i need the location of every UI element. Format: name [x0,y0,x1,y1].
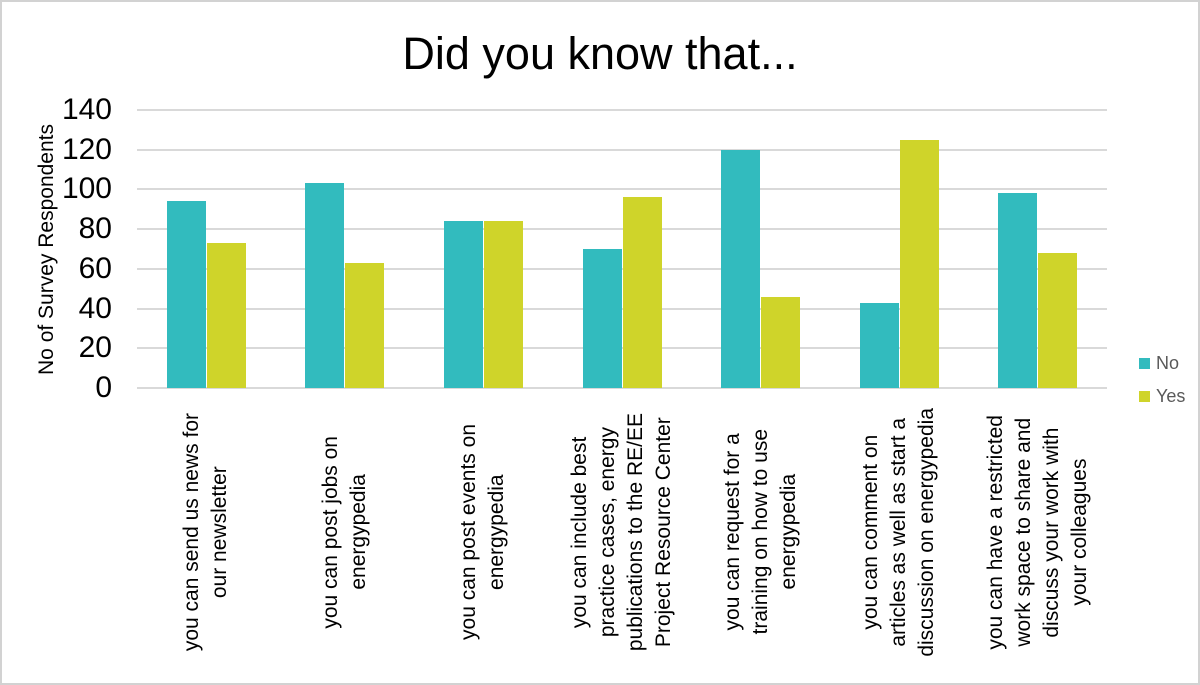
x-axis-category-label: you can include best practice cases, ene… [568,412,675,652]
bar-no-category-6 [859,302,899,388]
gridline [137,188,1107,191]
y-axis-tick-label: 20 [78,331,112,365]
legend-label-no: No [1156,353,1180,373]
y-axis-tick-label: 60 [78,251,112,285]
bar-yes-category-2 [345,262,385,388]
x-axis-category-label: you can post jobs on energypedia [318,435,370,629]
y-axis-tick-label: 140 [61,93,112,126]
legend-item-no: No [1139,354,1185,372]
y-axis-ticks: 0 20 40 60 80 100 120 140 [32,94,112,404]
legend-label-yes: Yes [1156,386,1186,406]
bar-no-category-1 [166,201,206,388]
gridline [137,387,1107,389]
bars-layer [137,110,1107,388]
y-axis-tick-label: 100 [61,172,112,206]
chart-title: Did you know that... [402,28,798,79]
x-axis-label-wrap: you can comment on articles as well as s… [829,396,969,668]
legend: No Yes [1139,354,1185,405]
legend-item-yes: Yes [1139,387,1185,405]
legend-swatch-yes [1139,390,1150,402]
y-axis-tick-label: 120 [61,132,112,166]
x-axis-label-wrap: you can send us news for our newsletter [136,396,276,668]
x-axis-category-label: you can post events on energypedia [457,424,509,640]
x-axis-category-label: you can comment on articles as well as s… [859,407,939,657]
x-axis-label-wrap: you can include best practice cases, ene… [552,396,692,668]
x-axis-label-wrap: you can have a restricted work space to … [968,396,1108,668]
gridline [137,307,1107,310]
x-axis-labels: you can send us news for our newsletter y… [137,396,1107,668]
x-axis-label-wrap: you can post events on energypedia [413,396,553,668]
gridline [137,109,1107,111]
gridline [137,267,1107,270]
legend-swatch-no [1139,357,1150,369]
gridline [137,347,1107,350]
plot-area [137,109,1107,389]
bar-yes-category-7 [1038,252,1078,388]
bar-yes-category-3 [483,221,523,388]
y-axis-tick-label: 0 [95,371,112,404]
bar-yes-category-1 [206,243,246,388]
bar-no-category-3 [443,221,483,388]
x-axis-label-wrap: you can request for a training on how to… [691,396,831,668]
x-axis-category-label: you can request for a training on how to… [720,429,800,635]
y-axis-tick-label: 80 [78,212,112,246]
bar-yes-category-4 [622,197,662,388]
y-axis-tick-label: 40 [78,291,112,325]
bar-no-category-5 [721,149,761,388]
x-axis-category-label: you can have a restricted work space to … [983,414,1091,650]
bar-yes-category-5 [761,296,801,388]
bar-yes-category-6 [899,139,939,388]
x-axis-category-label: you can send us news for our newsletter [180,412,232,652]
gridline [137,228,1107,231]
x-axis-label-wrap: you can post jobs on energypedia [275,396,415,668]
bar-no-category-4 [582,249,622,388]
bar-no-category-7 [998,193,1038,388]
bar-no-category-2 [305,183,345,388]
gridline [137,148,1107,151]
